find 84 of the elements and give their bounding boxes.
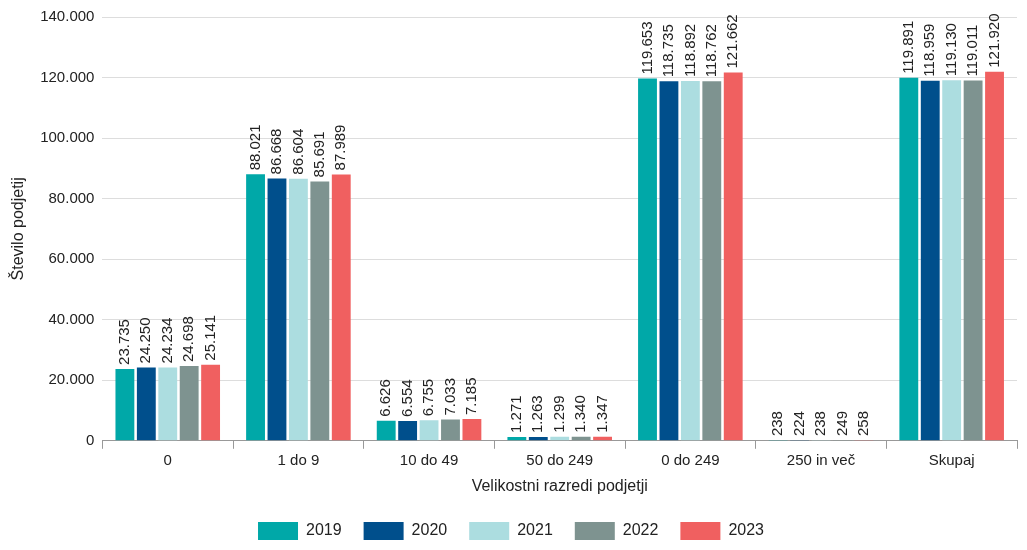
data-label: 87.989	[331, 124, 349, 171]
bar	[963, 80, 983, 441]
x-tick-label: 0 do 249	[661, 450, 720, 468]
data-label: 121.662	[723, 14, 741, 69]
data-label: 7.185	[462, 377, 480, 416]
y-tick-label: 140.000	[40, 7, 95, 25]
bar	[680, 80, 700, 441]
data-label: 23.735	[115, 319, 133, 365]
data-label: 1.263	[528, 395, 546, 433]
data-label: 258	[854, 410, 872, 437]
bar	[702, 81, 722, 441]
legend-label: 2019	[306, 521, 342, 539]
bar	[376, 420, 396, 441]
data-label: 1.299	[549, 395, 567, 433]
data-label: 86.668	[267, 128, 285, 175]
bar	[920, 80, 940, 441]
data-label: 85.691	[309, 131, 327, 178]
legend-label: 2021	[517, 521, 553, 539]
data-label: 24.698	[179, 316, 197, 363]
data-label: 25.141	[200, 314, 218, 361]
data-label: 1.340	[571, 395, 589, 433]
bar	[179, 366, 199, 441]
data-label: 88.021	[245, 124, 263, 171]
data-label: 118.735	[659, 24, 677, 78]
data-label: 24.250	[136, 317, 154, 364]
y-tick-label: 100.000	[40, 128, 95, 146]
bar	[398, 420, 418, 441]
y-axis-title: Število podjetij	[8, 177, 27, 281]
x-tick-label: 1 do 9	[277, 450, 320, 468]
bar	[723, 72, 743, 441]
y-tick-label: 0	[86, 430, 95, 448]
bar	[441, 419, 460, 441]
y-tick-label: 60.000	[48, 249, 95, 267]
bar	[659, 81, 679, 441]
data-label: 6.554	[397, 379, 415, 417]
bar	[267, 178, 287, 441]
data-label: 238	[768, 411, 786, 437]
bar	[985, 71, 1004, 441]
data-label: 7.033	[440, 377, 458, 416]
data-label: 1.271	[507, 395, 524, 433]
y-tick-label: 40.000	[48, 309, 95, 327]
x-tick-label: 10 do 49	[399, 450, 459, 468]
bar	[899, 77, 919, 441]
data-label: 249	[832, 411, 850, 437]
x-tick-label: Skupaj	[928, 450, 975, 468]
bar	[419, 420, 439, 441]
bar	[942, 80, 962, 441]
x-axis-title: Velikostni razredi podjetji	[471, 476, 648, 494]
bar	[638, 78, 657, 441]
bar	[331, 174, 351, 441]
data-label: 119.011	[963, 24, 981, 77]
x-tick-label: 0	[163, 450, 172, 468]
bar	[158, 367, 178, 441]
data-label: 119.130	[941, 23, 959, 77]
data-label: 6.755	[419, 378, 437, 417]
y-tick-label: 120.000	[40, 67, 95, 85]
y-tick-label: 20.000	[48, 370, 95, 388]
bar	[201, 364, 221, 441]
data-label: 118.892	[680, 23, 698, 77]
data-label: 118.762	[701, 24, 719, 78]
data-label: 224	[789, 411, 807, 437]
bar	[115, 368, 135, 441]
legend-label: 2023	[728, 521, 765, 539]
data-label: 119.891	[898, 20, 916, 74]
x-tick-label: 50 do 249	[526, 450, 594, 468]
legend-label: 2022	[622, 521, 659, 539]
bar	[507, 436, 527, 441]
bar	[136, 367, 156, 441]
bar	[246, 174, 265, 441]
bar	[528, 436, 548, 441]
bar	[310, 181, 330, 441]
bar	[288, 178, 308, 441]
data-label: 238	[811, 411, 829, 437]
data-label: 1.347	[592, 395, 610, 433]
data-label: 6.626	[376, 379, 394, 417]
x-tick-label: 250 in več	[786, 450, 856, 468]
legend-label: 2020	[411, 521, 448, 539]
y-tick-label: 80.000	[48, 188, 95, 206]
data-label: 119.653	[637, 21, 655, 75]
data-label: 121.920	[984, 13, 1002, 68]
data-label: 118.959	[920, 23, 938, 77]
bar	[462, 419, 482, 441]
data-label: 24.234	[157, 317, 175, 364]
data-label: 86.604	[288, 128, 306, 175]
